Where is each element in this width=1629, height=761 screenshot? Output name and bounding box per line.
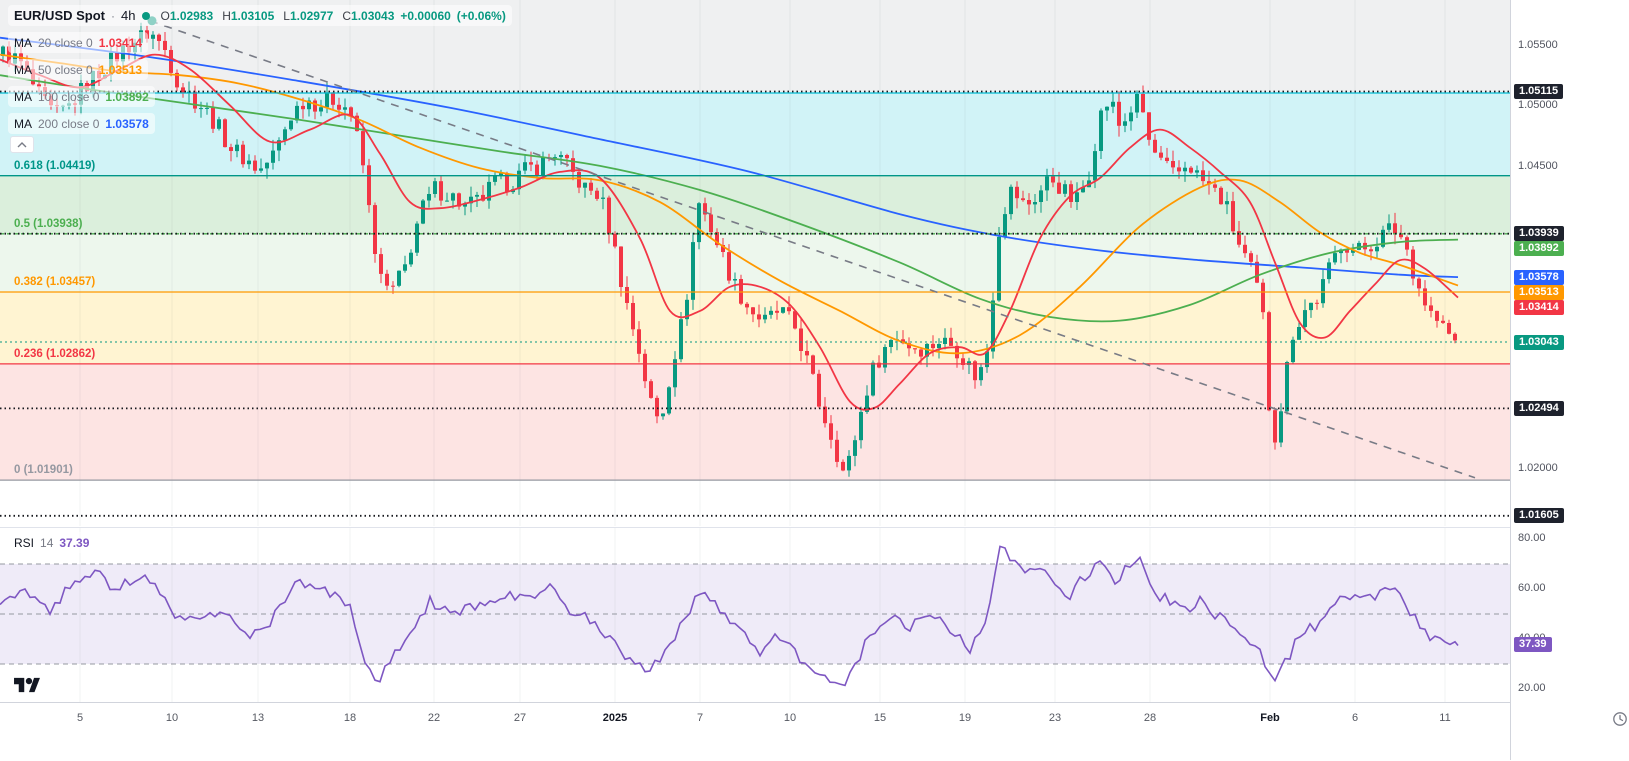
price-axis-badge: 1.03513 <box>1514 284 1564 300</box>
time-axis-label: 10 <box>783 712 797 724</box>
moving-averages <box>0 36 1459 411</box>
symbol-legend-row[interactable]: EUR/USD Spot · 4h O1.02983 H1.03105 L1.0… <box>8 5 512 26</box>
fib-zone-bands <box>0 0 1510 481</box>
fib-level-lines[interactable] <box>0 92 1510 481</box>
tradingview-logo-icon <box>14 677 40 693</box>
rsi-svg <box>0 528 1510 702</box>
indicator-value: 1.03513 <box>98 62 143 77</box>
price-axis-badge: 1.03043 <box>1514 334 1564 350</box>
rsi-line <box>0 545 1459 687</box>
time-axis-label: 28 <box>1143 712 1157 724</box>
price-axis-content: 1.055001.050001.045001.0200080.0060.0040… <box>1511 0 1629 760</box>
chevron-up-icon <box>17 141 27 147</box>
indicator-name: MA <box>14 35 32 50</box>
ma-legend-row[interactable]: MA 100 close 0 1.03892 <box>8 86 155 107</box>
time-axis-label: Feb <box>1260 712 1280 724</box>
time-axis-label: 13 <box>251 712 265 724</box>
indicator-params: 20 close 0 <box>38 35 93 50</box>
rsi-scale-label: 80.00 <box>1518 532 1546 544</box>
time-axis-label: 2025 <box>602 712 628 724</box>
main-chart-svg <box>0 0 1510 526</box>
price-axis-badge: 1.03892 <box>1514 241 1564 257</box>
ma-legend-row[interactable]: MA 200 close 0 1.03578 <box>8 113 155 134</box>
rsi-grid-lines <box>79 528 1446 702</box>
indicator-value: 1.03892 <box>105 89 149 104</box>
indicator-params: 200 close 0 <box>38 116 100 131</box>
price-axis-badge: 1.02494 <box>1514 400 1564 416</box>
rsi-scale-label: 60.00 <box>1518 582 1546 594</box>
time-axis-label: 19 <box>958 712 972 724</box>
rsi-pane[interactable]: RSI 14 37.39 <box>0 527 1510 702</box>
ma-line-MA100[interactable] <box>0 74 1459 323</box>
ma-legend-row[interactable]: MA 50 close 0 1.03513 <box>8 59 149 80</box>
price-scale-label: 1.04500 <box>1518 159 1558 172</box>
indicator-value: 1.03578 <box>105 116 149 131</box>
time-axis-label: 10 <box>165 712 179 724</box>
indicator-name: MA <box>14 116 32 131</box>
indicator-params: 50 close 0 <box>38 62 93 77</box>
time-axis-label: 27 <box>513 712 527 724</box>
price-change-percent: (+0.06%) <box>456 8 506 23</box>
time-axis-label: 11 <box>1439 712 1451 724</box>
price-axis-badge: 1.01605 <box>1514 508 1564 524</box>
price-scale-label: 1.05500 <box>1518 38 1558 51</box>
time-axis-label: 18 <box>343 712 357 724</box>
price-axis-badge: 1.03414 <box>1514 299 1564 315</box>
time-axis-label: 23 <box>1048 712 1062 724</box>
clock-icon[interactable] <box>1612 711 1628 727</box>
time-axis-label: 7 <box>696 712 704 724</box>
time-axis-label: 15 <box>873 712 887 724</box>
time-axis[interactable]: 5 10 13 18 22 27 2025 7 10 15 19 23 28 Feb 6 11 <box>0 702 1510 761</box>
time-axis-label: 22 <box>427 712 441 724</box>
ohlc-high: H1.03105 <box>222 8 275 23</box>
ohlc-open: O1.02983 <box>160 8 214 23</box>
ohlc-close: C1.03043 <box>342 8 395 23</box>
main-chart-pane[interactable]: 0.618 (1.04419) 0.5 (1.03938) 0.382 (1.034… <box>0 0 1510 526</box>
rsi-value: 37.39 <box>59 535 90 550</box>
rsi-params: 14 <box>40 535 54 550</box>
legend-collapse-button[interactable] <box>10 136 34 153</box>
chart-legend: EUR/USD Spot · 4h O1.02983 H1.03105 L1.0… <box>8 5 512 140</box>
symbol-separator: · <box>111 8 115 23</box>
time-axis-label: 5 <box>76 712 84 724</box>
indicator-name: MA <box>14 62 32 77</box>
rsi-legend[interactable]: RSI 14 37.39 <box>8 532 96 559</box>
rsi-axis-badge: 37.39 <box>1514 637 1552 653</box>
candlesticks <box>1 22 1457 477</box>
price-change: +0.00060 <box>400 8 451 23</box>
indicator-value: 1.03414 <box>98 35 143 50</box>
price-scale-label: 1.02000 <box>1518 462 1558 475</box>
symbol-interval: 4h <box>121 8 136 23</box>
price-scale-label: 1.05000 <box>1518 99 1558 112</box>
ma-line-MA200[interactable] <box>0 36 1459 278</box>
tradingview-logo[interactable] <box>14 674 40 696</box>
symbol-title: EUR/USD Spot <box>14 8 105 23</box>
indicator-name: MA <box>14 89 32 104</box>
rsi-title: RSI <box>14 535 35 550</box>
ohlc-low: L1.02977 <box>283 8 334 23</box>
price-axis-badge: 1.05115 <box>1514 84 1564 99</box>
price-axis[interactable]: 1.055001.050001.045001.0200080.0060.0040… <box>1510 0 1629 760</box>
ma-legend-row[interactable]: MA 20 close 0 1.03414 <box>8 32 149 53</box>
indicator-params: 100 close 0 <box>38 89 100 104</box>
rsi-scale-label: 20.00 <box>1518 682 1546 694</box>
price-axis-badge: 1.03578 <box>1514 269 1564 285</box>
time-axis-label: 6 <box>1351 712 1359 724</box>
price-axis-badge: 1.03939 <box>1514 226 1564 242</box>
series-status-dot <box>142 11 151 20</box>
indicator-legend-rows: MA 20 close 0 1.03414 MA 50 close 0 1.03513 MA… <box>8 32 512 134</box>
ma-line-MA20[interactable] <box>0 53 1459 411</box>
